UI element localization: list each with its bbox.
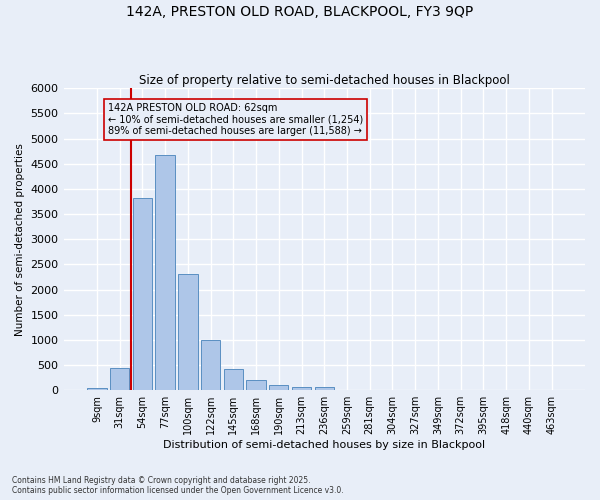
Bar — [292, 386, 311, 390]
Bar — [269, 385, 289, 390]
Text: 142A, PRESTON OLD ROAD, BLACKPOOL, FY3 9QP: 142A, PRESTON OLD ROAD, BLACKPOOL, FY3 9… — [127, 5, 473, 19]
Bar — [110, 368, 130, 390]
Bar — [178, 274, 197, 390]
Bar — [87, 388, 107, 390]
Bar — [155, 154, 175, 390]
X-axis label: Distribution of semi-detached houses by size in Blackpool: Distribution of semi-detached houses by … — [163, 440, 485, 450]
Bar — [133, 198, 152, 390]
Bar — [247, 380, 266, 390]
Text: Contains HM Land Registry data © Crown copyright and database right 2025.
Contai: Contains HM Land Registry data © Crown c… — [12, 476, 344, 495]
Bar — [201, 340, 220, 390]
Bar — [314, 387, 334, 390]
Title: Size of property relative to semi-detached houses in Blackpool: Size of property relative to semi-detach… — [139, 74, 510, 87]
Text: 142A PRESTON OLD ROAD: 62sqm
← 10% of semi-detached houses are smaller (1,254)
8: 142A PRESTON OLD ROAD: 62sqm ← 10% of se… — [108, 104, 364, 136]
Y-axis label: Number of semi-detached properties: Number of semi-detached properties — [15, 143, 25, 336]
Bar — [224, 369, 243, 390]
